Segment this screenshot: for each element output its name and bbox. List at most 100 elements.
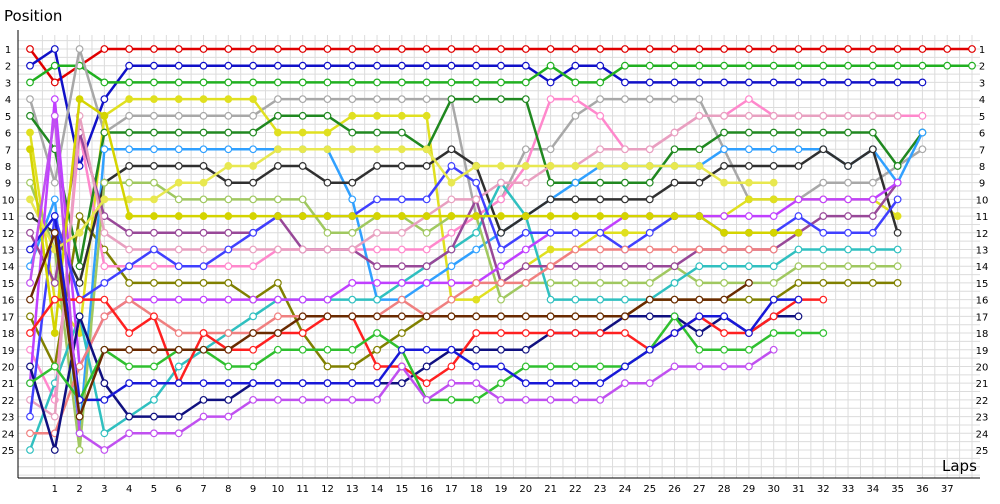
series-point-12 [695,262,704,271]
series-point-8 [546,178,555,187]
series-point-9 [571,178,580,187]
series-point-17 [497,162,505,170]
series-point-12 [348,295,357,304]
series-point-4 [521,145,530,154]
series-point-4 [273,95,282,104]
series-point-3 [373,78,381,87]
series-point-5 [472,295,481,304]
series-point-20 [397,212,406,220]
series-point-22 [50,362,59,371]
series-point-3 [744,61,753,70]
y-tick-label-right: 12 [976,229,989,240]
series-point-21 [125,329,134,337]
series-point-25 [472,312,481,321]
series-point-2 [174,61,183,70]
series-point-14 [273,245,282,254]
series-point-15 [249,295,258,304]
series-point-1 [174,45,183,53]
y-tick-label-right: 25 [976,446,989,457]
series-point-4 [323,95,332,104]
series-point-16 [150,245,158,254]
series-point-12 [150,395,158,404]
series-point-15 [224,295,233,304]
series-point-10 [546,195,555,204]
series-point-14 [769,111,778,120]
series-point-2 [323,61,332,70]
series-line-20 [28,97,799,335]
series-point-17 [596,162,605,170]
series-point-9 [224,145,233,154]
series-point-8 [621,178,629,187]
series-point-24 [249,395,258,404]
y-tick-label: 23 [2,413,15,424]
series-point-14 [249,245,258,254]
series-point-12 [373,295,381,304]
series-point-23 [323,379,332,388]
series-point-3 [26,78,34,87]
series-point-8 [497,95,505,104]
y-tick-label: 14 [2,262,15,273]
series-point-20 [348,212,357,220]
series-point-12 [596,295,605,304]
series-point-6 [397,329,406,337]
series-point-16 [125,262,134,271]
series-point-13 [868,212,877,220]
series-point-13 [174,228,183,237]
series-point-11 [695,279,704,287]
series-point-1 [844,45,852,53]
series-point-2 [348,61,357,70]
series-point-14 [373,228,381,237]
series-point-12 [249,312,258,321]
series-point-6 [893,279,902,287]
series-point-25 [744,279,753,287]
series-point-5 [199,95,208,104]
series-point-23 [744,329,753,337]
series-point-14 [868,111,877,120]
series-point-23 [497,362,505,371]
series-point-20 [720,228,729,237]
series-point-9 [918,128,927,137]
series-point-14 [125,245,134,254]
series-point-12 [621,295,629,304]
series-point-4 [670,95,679,104]
series-point-1 [893,45,902,53]
series-point-12 [670,279,679,287]
x-tick-label: 20 [519,484,532,495]
series-point-20 [273,212,282,220]
series-point-11 [224,195,233,204]
series-point-11 [422,228,431,237]
series-point-18 [670,245,679,254]
x-tick-label: 36 [916,484,929,495]
series-point-15 [397,279,406,287]
series-point-19 [100,379,109,388]
series-point-9 [150,145,158,154]
series-point-4 [224,111,233,120]
series-point-4 [844,178,852,187]
series-point-4 [645,95,654,104]
series-point-17 [298,145,307,154]
x-tick-label: 37 [941,484,954,495]
series-point-13 [571,262,580,271]
series-point-12 [546,295,555,304]
series-point-19 [199,395,208,404]
series-point-14 [199,245,208,254]
x-tick-label: 17 [445,484,458,495]
series-point-3 [645,61,654,70]
series-point-5 [397,111,406,120]
series-point-18 [26,429,34,438]
series-point-23 [273,379,282,388]
series-point-15 [150,295,158,304]
series-point-1 [348,45,357,53]
series-point-15 [323,295,332,304]
series-point-12 [819,245,828,254]
series-point-2 [571,61,580,70]
series-point-11 [546,279,555,287]
series-point-23 [397,345,406,354]
series-point-1 [497,45,505,53]
series-point-13 [50,279,59,287]
series-point-17 [521,162,530,170]
series-point-21 [75,295,84,304]
series-point-3 [968,61,976,70]
series-point-1 [744,45,753,53]
series-point-24 [174,429,183,438]
